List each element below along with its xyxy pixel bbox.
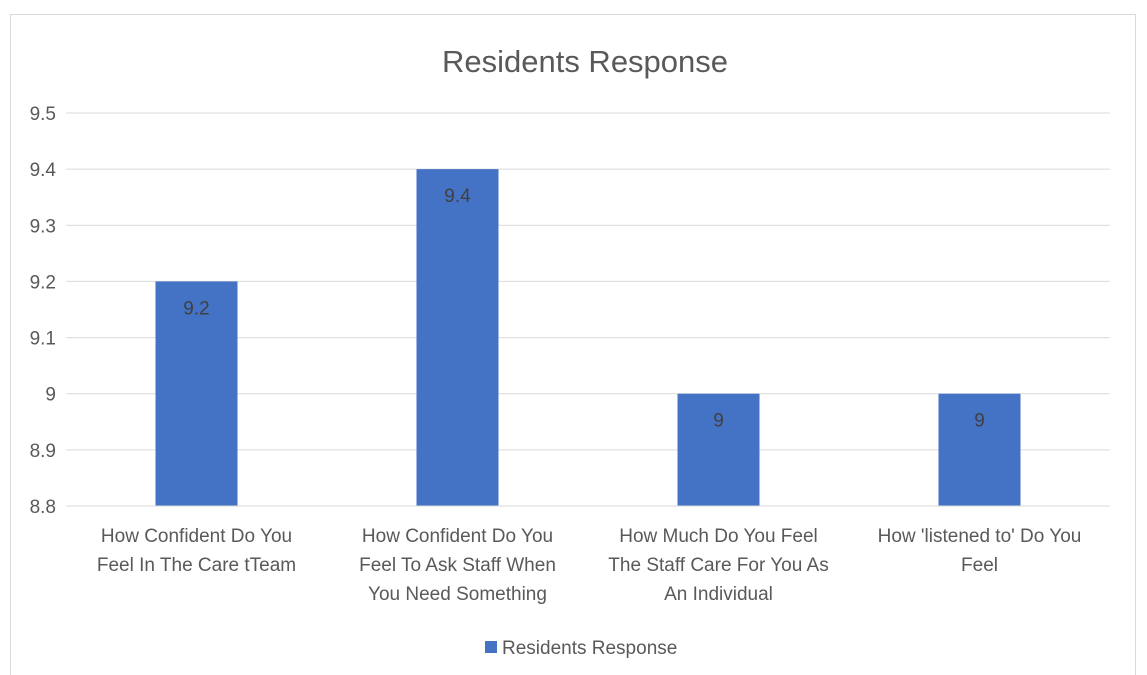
bars — [155, 169, 1021, 506]
x-axis-categories: How Confident Do You Feel In The Care tTe… — [97, 526, 1081, 605]
y-tick-label: 9.5 — [30, 104, 56, 125]
x-category-label: Feel — [961, 555, 998, 576]
x-category-label: You Need Something — [368, 584, 547, 605]
x-category-label: How 'listened to' Do You — [878, 526, 1082, 547]
x-category-label: How Confident Do You — [362, 526, 553, 547]
y-tick-label: 9.2 — [30, 272, 56, 293]
legend: Residents Response — [485, 638, 677, 659]
y-axis-ticks: 8.8 8.9 9 9.1 9.2 9.3 9.4 9.5 — [30, 104, 57, 518]
y-tick-label: 9.3 — [30, 216, 56, 237]
gridlines — [66, 112, 1110, 451]
x-category-label: How Much Do You Feel — [619, 526, 818, 547]
chart-title: Residents Response — [442, 44, 728, 79]
data-label: 9 — [713, 411, 724, 432]
y-tick-label: 8.8 — [30, 497, 56, 518]
x-category-label: An Individual — [664, 584, 773, 605]
y-tick-label: 9.4 — [30, 160, 57, 181]
x-category-label: The Staff Care For You As — [608, 555, 828, 576]
bar — [938, 393, 1021, 506]
y-tick-label: 9 — [45, 385, 56, 406]
x-category-label: Feel To Ask Staff When — [359, 555, 556, 576]
legend-swatch — [485, 641, 497, 653]
data-label: 9.2 — [183, 298, 209, 319]
bar — [677, 393, 760, 506]
y-tick-label: 8.9 — [30, 441, 56, 462]
bar — [155, 281, 238, 506]
x-category-label: Feel In The Care tTeam — [97, 555, 296, 576]
x-category-label: How Confident Do You — [101, 526, 292, 547]
data-label: 9.4 — [444, 186, 471, 207]
data-label: 9 — [974, 411, 985, 432]
legend-label: Residents Response — [502, 638, 677, 659]
bar — [416, 169, 499, 506]
y-tick-label: 9.1 — [30, 329, 56, 350]
chart-frame — [10, 14, 1136, 675]
data-labels: 9.2 9.4 9 9 — [183, 186, 985, 432]
